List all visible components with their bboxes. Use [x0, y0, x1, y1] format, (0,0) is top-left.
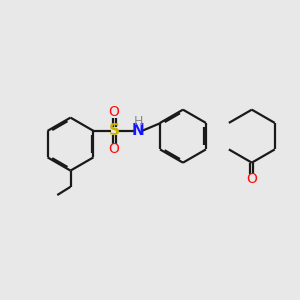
Text: O: O — [109, 142, 119, 156]
Text: S: S — [109, 123, 120, 138]
Text: H: H — [134, 115, 143, 128]
Text: O: O — [109, 105, 119, 119]
Text: O: O — [246, 172, 257, 186]
Text: N: N — [132, 123, 145, 138]
